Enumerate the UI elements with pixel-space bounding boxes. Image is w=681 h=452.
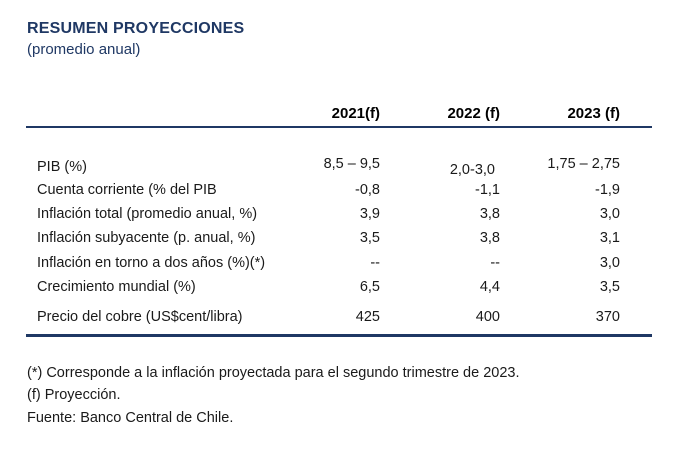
row-value-2023: 1,75 – 2,75: [547, 156, 620, 172]
row-value-2021: --: [370, 255, 380, 271]
row-label: Inflación total (promedio anual, %): [37, 206, 258, 222]
table-row: Cuenta corriente (% del PIB -0,8 -1,1 -1…: [0, 182, 681, 204]
row-value-2022: 400: [475, 309, 500, 325]
row-value-2023: 3,5: [599, 279, 620, 295]
row-value-2021: 3,5: [359, 230, 380, 246]
row-value-2022: 3,8: [479, 206, 500, 222]
row-value-2021: 425: [355, 309, 380, 325]
table-top-rule: [26, 126, 652, 128]
column-header-2021: 2021(f): [331, 105, 380, 122]
table-row: Inflación subyacente (p. anual, %) 3,5 3…: [0, 230, 681, 252]
row-value-2022: 2,0-3,0: [449, 162, 495, 178]
row-label: Cuenta corriente (% del PIB: [37, 182, 217, 198]
row-label: Precio del cobre (US$cent/libra): [37, 309, 243, 325]
row-value-2022: 4,4: [479, 279, 500, 295]
row-value-2021: -0,8: [355, 182, 380, 198]
row-label: Crecimiento mundial (%): [37, 279, 196, 295]
row-label: Inflación en torno a dos años (%)(*): [37, 255, 266, 271]
table-row: Inflación en torno a dos años (%)(*) -- …: [0, 255, 681, 277]
column-header-2022: 2022 (f): [447, 105, 500, 122]
table-row: PIB (%) 8,5 – 9,5 2,0-3,0 1,75 – 2,75: [0, 156, 681, 179]
table-row: Inflación total (promedio anual, %) 3,9 …: [0, 206, 681, 228]
row-value-2021: 6,5: [359, 279, 380, 295]
table-row: Crecimiento mundial (%) 6,5 4,4 3,5: [0, 279, 681, 301]
page-title: RESUMEN PROYECCIONES: [27, 20, 245, 37]
row-value-2023: 3,1: [599, 230, 620, 246]
row-value-2022: -1,1: [475, 182, 500, 198]
row-value-2023: 370: [595, 309, 620, 325]
footnote-inflation: (*) Corresponde a la inflación proyectad…: [27, 365, 520, 381]
table-bottom-rule: [26, 334, 652, 337]
page-subtitle: (promedio anual): [27, 41, 141, 58]
column-header-2023: 2023 (f): [567, 105, 620, 122]
row-label: PIB (%): [37, 159, 87, 175]
footnote-projection: (f) Proyección.: [27, 387, 121, 403]
row-label: Inflación subyacente (p. anual, %): [37, 230, 256, 246]
source-note: Fuente: Banco Central de Chile.: [27, 410, 234, 426]
table-row: Precio del cobre (US$cent/libra) 425 400…: [0, 309, 681, 331]
row-value-2023: 3,0: [599, 206, 620, 222]
row-value-2021: 3,9: [359, 206, 380, 222]
row-value-2021: 8,5 – 9,5: [323, 156, 380, 172]
row-value-2022: 3,8: [479, 230, 500, 246]
row-value-2022: --: [490, 255, 500, 271]
row-value-2023: -1,9: [595, 182, 620, 198]
row-value-2023: 3,0: [599, 255, 620, 271]
